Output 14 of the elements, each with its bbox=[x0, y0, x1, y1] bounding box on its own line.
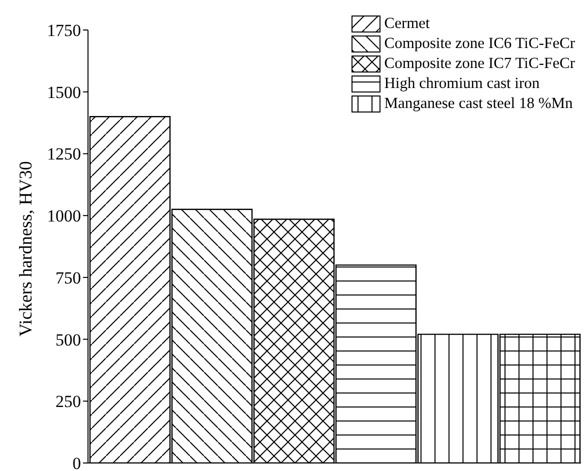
legend-label: High chromium cast iron bbox=[384, 74, 540, 94]
legend-label: Cermet bbox=[384, 14, 430, 34]
y-tick-label: 1250 bbox=[47, 144, 81, 164]
legend-label: Manganese cast steel 18 %Mn bbox=[384, 94, 573, 114]
y-tick-label: 1500 bbox=[47, 82, 81, 102]
y-tick-label: 1000 bbox=[47, 206, 81, 226]
y-tick-label: 1750 bbox=[47, 21, 81, 40]
y-axis-title: Vickers hardness, HV30 bbox=[15, 161, 36, 336]
y-tick-label: 750 bbox=[56, 268, 81, 288]
legend-label: Composite zone IC7 TiC-FeCr bbox=[384, 54, 575, 74]
legend-label: Composite zone IC6 TiC-FeCr bbox=[384, 34, 575, 54]
y-tick-label: 250 bbox=[56, 392, 81, 412]
y-tick-label: 500 bbox=[56, 330, 81, 350]
y-tick-label: 0 bbox=[72, 454, 81, 471]
